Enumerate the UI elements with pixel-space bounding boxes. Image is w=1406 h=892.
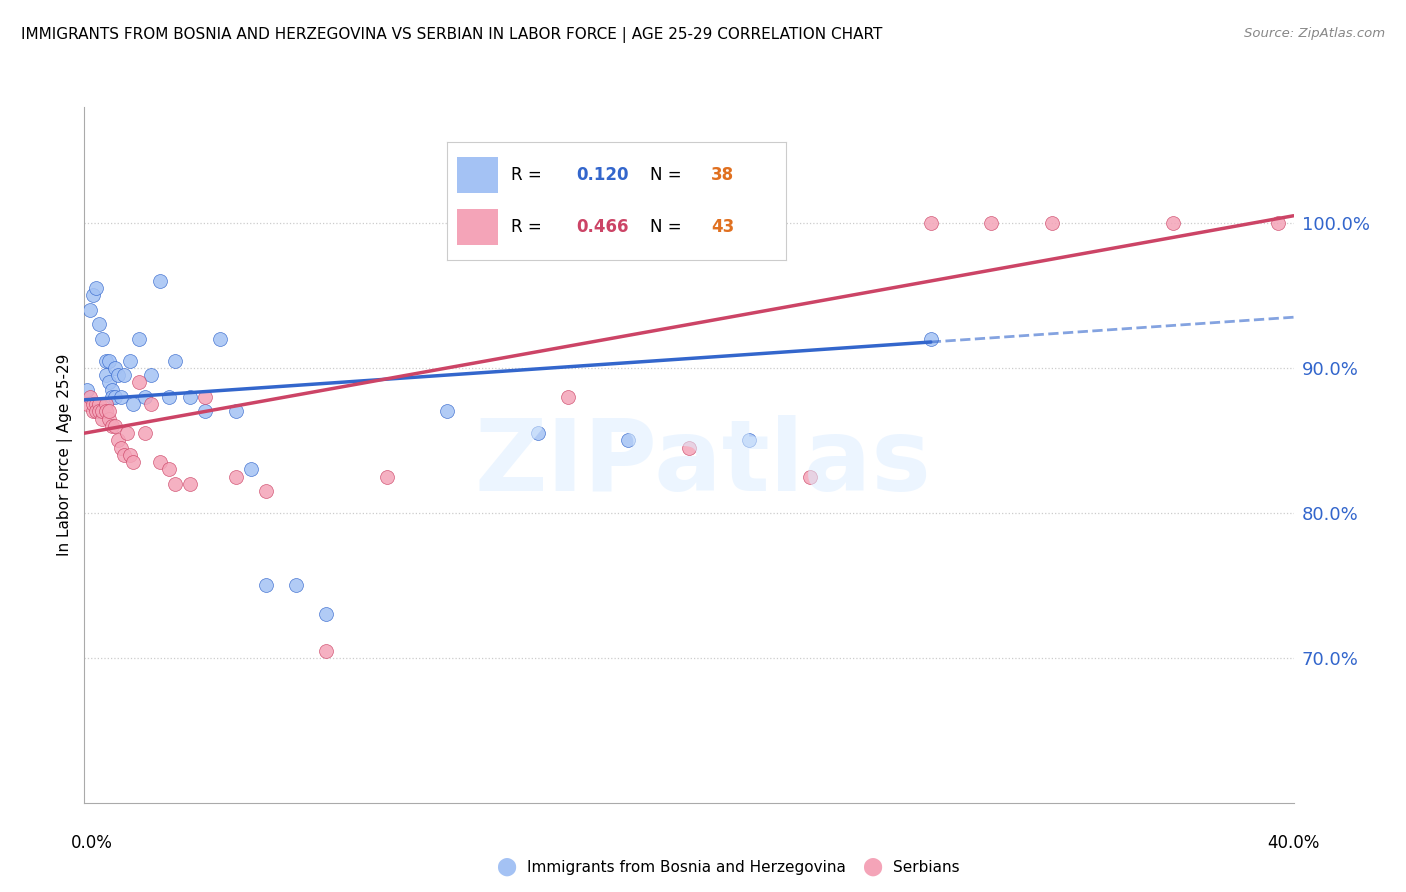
Point <box>209 332 232 346</box>
Point <box>89 404 111 418</box>
Point <box>225 469 247 483</box>
Point <box>76 397 98 411</box>
Point <box>149 455 172 469</box>
Point <box>165 353 187 368</box>
Y-axis label: In Labor Force | Age 25-29: In Labor Force | Age 25-29 <box>58 354 73 556</box>
Point <box>118 353 141 368</box>
Point <box>100 390 122 404</box>
Text: ZIPatlas: ZIPatlas <box>475 416 931 512</box>
Point <box>82 288 104 302</box>
Point <box>86 404 108 418</box>
Text: ⬤: ⬤ <box>496 858 516 876</box>
Point <box>94 353 117 368</box>
Point <box>315 607 337 622</box>
Point <box>94 368 117 383</box>
Point <box>375 469 398 483</box>
Point <box>239 462 262 476</box>
Point <box>194 404 217 418</box>
Point <box>79 390 101 404</box>
Point <box>115 426 138 441</box>
Point <box>89 318 111 332</box>
Point <box>139 397 162 411</box>
Point <box>149 274 172 288</box>
Point <box>91 404 114 418</box>
Text: 40.0%: 40.0% <box>1267 834 1320 852</box>
Point <box>112 448 135 462</box>
Point <box>94 397 117 411</box>
Point <box>91 332 114 346</box>
Point <box>82 404 104 418</box>
Point <box>1161 216 1184 230</box>
Point <box>157 390 180 404</box>
Text: IMMIGRANTS FROM BOSNIA AND HERZEGOVINA VS SERBIAN IN LABOR FORCE | AGE 25-29 COR: IMMIGRANTS FROM BOSNIA AND HERZEGOVINA V… <box>21 27 883 43</box>
Point <box>139 368 162 383</box>
Point <box>89 397 111 411</box>
Point <box>94 404 117 418</box>
Point <box>678 441 700 455</box>
Point <box>100 383 122 397</box>
Point <box>1267 216 1289 230</box>
Point <box>107 434 129 448</box>
Point <box>254 484 277 499</box>
Point <box>165 477 187 491</box>
Point <box>121 397 143 411</box>
Text: Serbians: Serbians <box>893 860 959 874</box>
Point <box>97 376 120 390</box>
Point <box>97 353 120 368</box>
Point <box>920 216 942 230</box>
Point <box>91 411 114 425</box>
Point <box>134 426 156 441</box>
Point <box>799 469 821 483</box>
Point <box>118 448 141 462</box>
Point <box>107 368 129 383</box>
Point <box>97 404 120 418</box>
Point <box>121 455 143 469</box>
Point <box>104 361 127 376</box>
Text: ⬤: ⬤ <box>862 858 882 876</box>
Point <box>315 643 337 657</box>
Text: 0.0%: 0.0% <box>70 834 112 852</box>
Point <box>179 390 201 404</box>
Point <box>100 419 122 434</box>
Point <box>254 578 277 592</box>
Point <box>104 390 127 404</box>
Point <box>194 390 217 404</box>
Point <box>128 376 150 390</box>
Point <box>617 434 640 448</box>
Point <box>738 434 761 448</box>
Text: Source: ZipAtlas.com: Source: ZipAtlas.com <box>1244 27 1385 40</box>
Point <box>110 390 132 404</box>
Point <box>496 216 519 230</box>
Point <box>112 368 135 383</box>
Point <box>225 404 247 418</box>
Point <box>82 397 104 411</box>
Point <box>86 281 108 295</box>
Point <box>79 303 101 318</box>
Point <box>110 441 132 455</box>
Point <box>557 390 579 404</box>
Point <box>157 462 180 476</box>
Point <box>86 397 108 411</box>
Point <box>980 216 1002 230</box>
Point <box>128 332 150 346</box>
Point <box>134 390 156 404</box>
Point <box>1040 216 1063 230</box>
Point <box>920 332 942 346</box>
Point <box>97 411 120 425</box>
Point <box>76 383 98 397</box>
Point <box>436 404 458 418</box>
Point <box>285 578 308 592</box>
Point <box>527 426 550 441</box>
Point <box>179 477 201 491</box>
Point <box>104 419 127 434</box>
Text: Immigrants from Bosnia and Herzegovina: Immigrants from Bosnia and Herzegovina <box>527 860 846 874</box>
